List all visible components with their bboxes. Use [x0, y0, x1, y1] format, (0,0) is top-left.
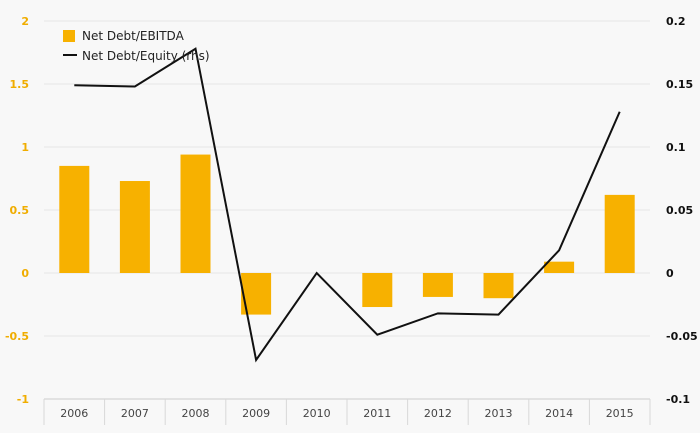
bar: [180, 154, 211, 273]
bar: [362, 273, 393, 308]
left-tick-label: 2: [21, 15, 29, 28]
bar: [544, 261, 575, 273]
left-y-axis: -1 -0.5 0 0.5 1 1.5 2: [5, 15, 29, 406]
bar: [422, 273, 453, 297]
x-tick-label: 2006: [60, 407, 88, 420]
line-series: [74, 47, 621, 363]
bar: [119, 181, 150, 273]
x-axis: 2006 2007 2008 2009 2010 2011 2012 2013 2014 2015: [43, 399, 651, 425]
right-tick-label: 0.1: [666, 141, 686, 154]
left-tick-label: 0: [21, 267, 29, 280]
line-path: [74, 47, 621, 363]
right-tick-label: 0.2: [666, 15, 686, 28]
x-tick-label: 2013: [485, 407, 513, 420]
x-tick-label: 2011: [363, 407, 391, 420]
x-tick-label: 2010: [303, 407, 331, 420]
left-tick-label: 1: [21, 141, 29, 154]
x-tick-label: 2008: [182, 407, 210, 420]
x-tick-label: 2012: [424, 407, 452, 420]
x-tick-label: 2015: [606, 407, 634, 420]
legend: Net Debt/EBITDA Net Debt/Equity (rhs): [63, 29, 210, 63]
legend-label-bar: Net Debt/EBITDA: [82, 29, 185, 43]
legend-swatch-bar: [63, 30, 75, 42]
left-tick-label: 0.5: [10, 204, 30, 217]
right-tick-label: -0.1: [666, 393, 690, 406]
left-tick-label: -1: [17, 393, 29, 406]
x-tick-label: 2014: [545, 407, 573, 420]
bar: [604, 194, 635, 273]
right-tick-label: 0.15: [666, 78, 693, 91]
right-tick-label: -0.05: [666, 330, 698, 343]
left-tick-label: -0.5: [5, 330, 29, 343]
bar: [483, 273, 514, 299]
right-y-axis: -0.1 -0.05 0 0.05 0.1 0.15 0.2: [666, 15, 698, 406]
right-tick-label: 0.05: [666, 204, 693, 217]
bar: [59, 165, 90, 273]
left-tick-label: 1.5: [10, 78, 30, 91]
x-tick-label: 2009: [242, 407, 270, 420]
x-tick-label: 2007: [121, 407, 149, 420]
legend-label-line: Net Debt/Equity (rhs): [82, 49, 210, 63]
bar-series: [59, 154, 635, 315]
right-tick-label: 0: [666, 267, 674, 280]
